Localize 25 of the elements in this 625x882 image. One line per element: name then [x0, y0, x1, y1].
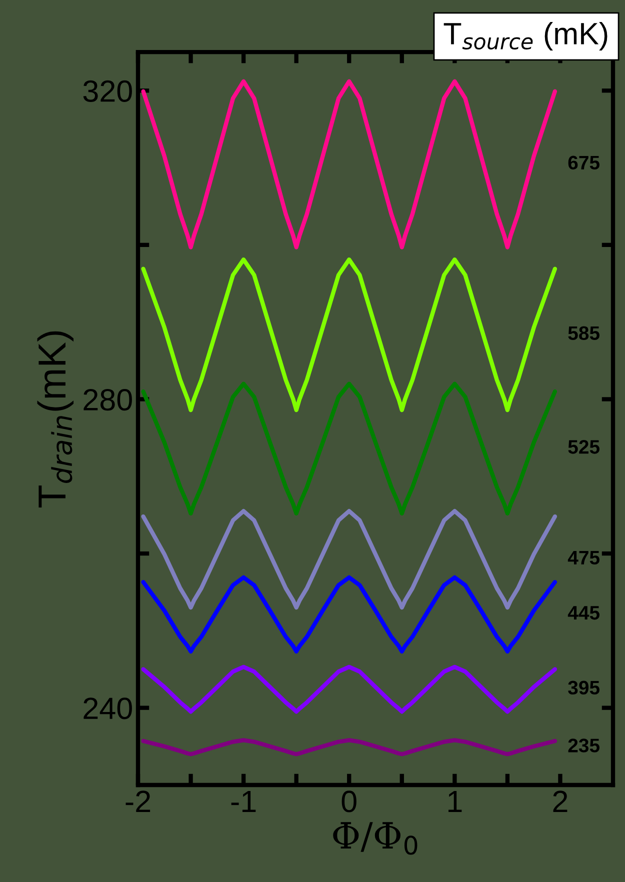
x-tick-label: 0	[342, 790, 356, 812]
line-series	[141, 664, 558, 714]
line-series	[141, 509, 558, 610]
series-label: 525	[568, 440, 600, 454]
line-series	[141, 738, 558, 756]
x-tick-label: -2	[126, 790, 150, 812]
line-series	[141, 257, 558, 412]
y-axis-title: T$_{drain}$(mK)	[37, 331, 74, 508]
legend-title: T$_{source}$ (mK)	[444, 22, 608, 51]
line-series	[141, 575, 558, 654]
series-label: 235	[568, 738, 600, 752]
series-label: 675	[568, 156, 600, 170]
x-tick-label: 2	[553, 790, 568, 812]
series-label: 585	[568, 326, 600, 340]
y-tick-label: 320	[83, 80, 132, 102]
x-tick-label: -1	[231, 790, 256, 812]
series-label: 445	[568, 606, 600, 620]
x-axis-title: Φ/Φ$_{0}$	[333, 822, 418, 855]
line-series	[141, 382, 558, 516]
y-tick-label: 240	[84, 698, 132, 720]
series-label: 475	[568, 550, 600, 565]
series-label: 395	[568, 680, 600, 695]
line-series	[141, 79, 558, 250]
y-tick-label: 280	[84, 388, 132, 411]
x-tick-label: 1	[448, 790, 462, 812]
